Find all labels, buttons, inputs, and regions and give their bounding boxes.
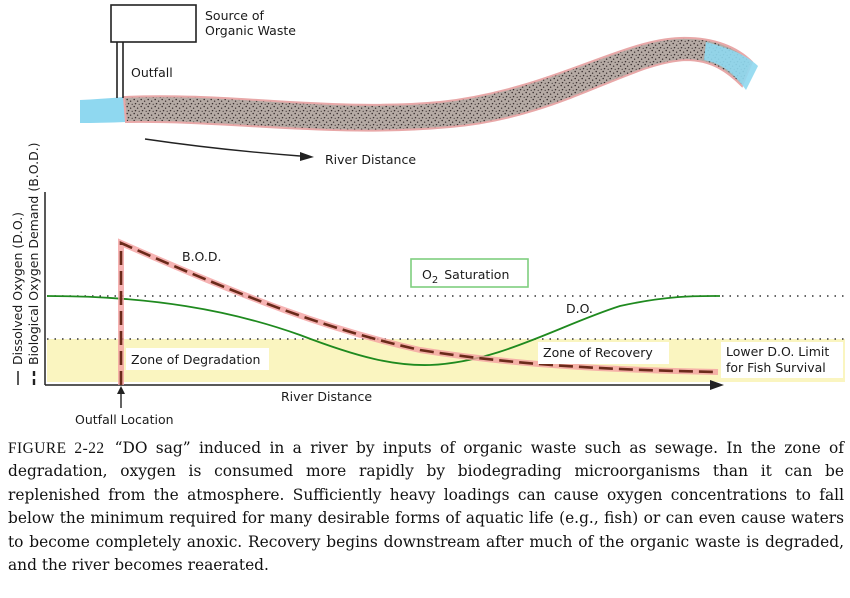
clean-river-upstream	[80, 97, 126, 123]
river-distance-label-top: River Distance	[325, 152, 416, 167]
waste-source-box	[110, 4, 197, 43]
caption-text: “DO sag” induced in a river by inputs of…	[8, 439, 844, 575]
source-label-line1: Source of	[205, 8, 265, 23]
figure-caption: FIGURE 2-22 “DO sag” induced in a river b…	[8, 437, 844, 577]
bod-curve	[119, 241, 719, 385]
lower-limit-label-line1: Lower D.O. Limit	[726, 344, 829, 359]
o2-saturation-subscript: 2	[432, 275, 438, 286]
o2-saturation-suffix: Saturation	[444, 267, 509, 282]
river-distance-arrowhead	[300, 152, 314, 161]
y-axis-label-bod: Biological Oxygen Demand (B.O.D.)	[26, 142, 41, 365]
bod-label: B.O.D.	[182, 249, 221, 264]
o2-saturation-label: O2 Saturation	[422, 267, 509, 286]
zone-recovery-label: Zone of Recovery	[543, 345, 653, 360]
outfall-location-label: Outfall Location	[75, 412, 174, 427]
o2-saturation-box	[410, 258, 529, 288]
do-sag-graph: B.O.D. D.O. O2 Saturation Zone of Degrada…	[10, 142, 845, 427]
source-label-line2: Organic Waste	[205, 23, 296, 38]
do-label: D.O.	[566, 301, 593, 316]
y-axis-label-do: Dissolved Oxygen (D.O.)	[10, 212, 25, 365]
clean-river-downstream	[704, 42, 758, 90]
zone-degradation-box	[126, 348, 269, 370]
x-axis-label: River Distance	[281, 389, 372, 404]
outfall-location-arrowhead	[117, 386, 125, 394]
o2-saturation-prefix: O	[422, 267, 432, 282]
zone-degradation-label: Zone of Degradation	[131, 352, 260, 367]
lower-limit-box	[721, 342, 843, 378]
x-axis-arrowhead	[710, 380, 724, 390]
figure-number: FIGURE 2-22	[8, 440, 105, 457]
river-schematic: Source of Organic Waste Outfall River Di…	[80, 4, 758, 167]
lower-limit-label-line2: for Fish Survival	[726, 360, 826, 375]
y-axis-labels: Dissolved Oxygen (D.O.)	[10, 212, 25, 385]
river-distance-arrow	[144, 138, 301, 157]
y-axis-labels-bod: Biological Oxygen Demand (B.O.D.)	[26, 142, 41, 385]
polluted-river-segment	[122, 36, 754, 132]
outfall-label: Outfall	[131, 65, 173, 80]
zone-recovery-box	[538, 342, 669, 364]
do-sag-diagram: Source of Organic Waste Outfall River Di…	[10, 4, 845, 427]
do-curve	[46, 295, 721, 366]
